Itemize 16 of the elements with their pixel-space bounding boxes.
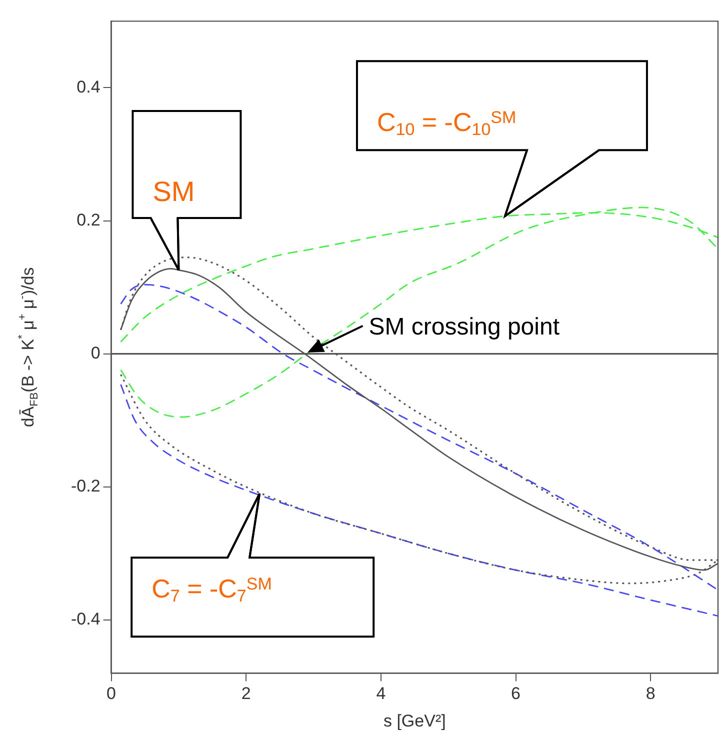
x-tick-label: 6 [511, 684, 520, 704]
text: dĀFB(B -> K* μ+ μ-)/ds [16, 267, 41, 428]
x-tick-label: 8 [646, 684, 656, 704]
line-series [120, 384, 718, 617]
annotation: SM [152, 176, 195, 208]
y-tick-label: 0.4 [76, 77, 100, 96]
x-tick-label: 2 [241, 684, 251, 704]
y-tick-label: 0.2 [76, 210, 100, 230]
x-tick-label: 0 [106, 684, 116, 704]
y-tick-label: -0.4 [70, 610, 100, 629]
annotation: SM crossing point [368, 313, 560, 340]
line-series [120, 206, 718, 418]
y-tick-label: 0 [90, 344, 100, 363]
x-axis-title: s [GeV²] [383, 711, 446, 730]
y-tick-label: -0.2 [70, 476, 100, 496]
x-tick-label: 4 [376, 684, 386, 704]
